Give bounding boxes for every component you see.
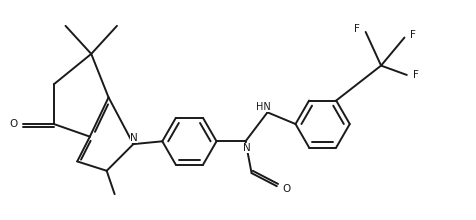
Text: O: O — [282, 183, 290, 194]
Text: N: N — [130, 133, 138, 143]
Text: HN: HN — [256, 102, 270, 112]
Text: F: F — [353, 24, 359, 34]
Text: F: F — [409, 30, 415, 40]
Text: N: N — [242, 143, 250, 153]
Text: O: O — [10, 119, 18, 129]
Text: F: F — [413, 70, 418, 80]
